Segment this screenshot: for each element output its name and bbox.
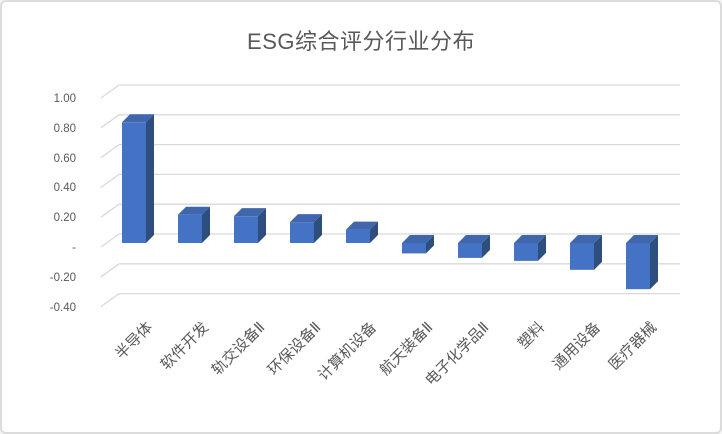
gridline-perspective-connector <box>100 144 120 159</box>
gridline-perspective-connector <box>100 203 120 218</box>
bar-front-face[interactable] <box>570 243 594 270</box>
bar-side-face[interactable] <box>426 235 434 254</box>
bar-side-face[interactable] <box>594 235 602 270</box>
gridline-perspective-connector <box>100 173 120 188</box>
bar-top-face[interactable] <box>178 206 210 215</box>
gridline-perspective-connector <box>100 84 120 99</box>
bar-front-face[interactable] <box>290 222 314 243</box>
bar-front-face[interactable] <box>626 243 650 290</box>
bar-top-face[interactable] <box>234 208 266 217</box>
bar-top-face[interactable] <box>458 235 490 243</box>
bar-top-face[interactable] <box>122 114 154 123</box>
y-tick-label: - <box>72 242 76 254</box>
bar-side-face[interactable] <box>314 214 322 243</box>
y-tick-label: 0.20 <box>53 212 76 225</box>
bar-front-face[interactable] <box>514 243 538 261</box>
bar-side-face[interactable] <box>370 221 378 243</box>
bar-side-face[interactable] <box>650 235 658 290</box>
y-tick-label: -0.20 <box>49 271 76 284</box>
bar-top-face[interactable] <box>626 235 658 243</box>
gridline-perspective-connector <box>100 114 120 129</box>
gridline-perspective-connector <box>100 293 120 308</box>
bar-top-face[interactable] <box>346 221 378 230</box>
bar-front-face[interactable] <box>346 229 370 243</box>
bar-front-face[interactable] <box>234 216 258 243</box>
bar-top-face[interactable] <box>514 235 546 243</box>
bar-top-face[interactable] <box>290 214 322 223</box>
bar-front-face[interactable] <box>458 243 482 258</box>
bar-front-face[interactable] <box>178 214 202 243</box>
bar-side-face[interactable] <box>258 208 266 243</box>
gridline-perspective-connector <box>100 233 120 248</box>
y-tick-label: 0.40 <box>53 182 76 195</box>
bar-top-face[interactable] <box>402 235 434 243</box>
chart-title: ESG综合评分行业分布 <box>247 29 475 54</box>
bar-side-face[interactable] <box>146 114 154 243</box>
bar-side-face[interactable] <box>538 235 546 261</box>
bar-side-face[interactable] <box>482 235 490 258</box>
y-tick-label: 0.80 <box>53 122 76 135</box>
bar-side-face[interactable] <box>202 206 210 243</box>
bar-top-face[interactable] <box>570 235 602 243</box>
bar-front-face[interactable] <box>122 122 146 243</box>
bar-front-face[interactable] <box>402 243 426 254</box>
y-tick-label: -0.40 <box>49 301 76 314</box>
y-tick-label: 1.00 <box>53 93 76 105</box>
y-tick-label: 0.60 <box>53 152 76 165</box>
gridline-perspective-connector <box>100 263 120 278</box>
